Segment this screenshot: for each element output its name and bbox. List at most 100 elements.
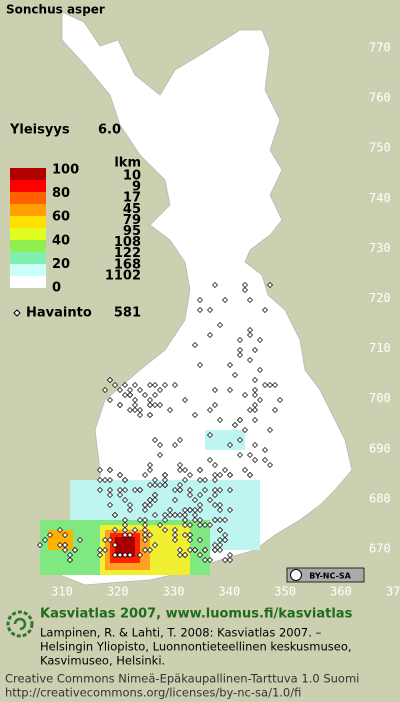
observation-marker (182, 532, 188, 538)
count-label: 108 (114, 235, 141, 250)
observation-marker (207, 557, 213, 563)
observation-marker (192, 517, 198, 523)
observation-marker (157, 482, 163, 488)
observation-marker (217, 527, 223, 533)
grid-label-y: 710 (369, 341, 391, 355)
observation-count: 581 (114, 306, 141, 321)
observation-marker (192, 412, 198, 418)
observation-marker (182, 477, 188, 483)
observation-marker (157, 402, 163, 408)
count-label: 1102 (105, 268, 141, 283)
observation-marker (147, 462, 153, 468)
observation-marker (117, 387, 123, 393)
observation-marker (227, 507, 233, 513)
observation-marker (142, 472, 148, 478)
observation-marker (177, 467, 183, 473)
observation-marker (162, 512, 168, 518)
observation-marker (132, 407, 138, 413)
observation-marker (237, 417, 243, 423)
observation-marker (187, 472, 193, 478)
grid-label-y: 690 (369, 441, 391, 455)
observation-marker (222, 517, 228, 523)
observation-marker (107, 502, 113, 508)
finland-outline (39, 11, 353, 586)
observation-marker (62, 542, 68, 548)
observation-marker (172, 442, 178, 448)
observation-marker (177, 487, 183, 493)
observation-marker (102, 547, 108, 553)
observation-marker (207, 432, 213, 438)
observation-marker (147, 502, 153, 508)
observation-marker (137, 407, 143, 413)
observation-marker (247, 357, 253, 363)
observation-marker (252, 377, 258, 383)
observation-marker (267, 462, 273, 468)
grid-label-y: 680 (369, 491, 391, 505)
observation-marker (227, 362, 233, 368)
grid-label-y: 720 (369, 291, 391, 305)
observation-marker (202, 547, 208, 553)
observation-marker (252, 442, 258, 448)
observation-marker (97, 487, 103, 493)
observation-marker (212, 542, 218, 548)
observation-marker (237, 337, 243, 343)
observation-marker (222, 557, 228, 563)
license-line: http://creativecommons.org/licenses/by-n… (5, 686, 301, 700)
observation-marker (212, 462, 218, 468)
observation-marker (117, 472, 123, 478)
scale-label: 100 (52, 163, 79, 178)
observation-marker (257, 397, 263, 403)
count-label: 9 (132, 180, 141, 195)
observation-marker (217, 322, 223, 328)
observation-marker (162, 517, 168, 523)
observation-marker (127, 532, 133, 538)
observation-marker (212, 477, 218, 483)
observation-marker (222, 297, 228, 303)
observation-marker (42, 537, 48, 543)
citation-line: Kasvimuseo, Helsinki. (40, 654, 165, 668)
observation-marker (252, 347, 258, 353)
observation-marker (262, 447, 268, 453)
observation-marker (77, 537, 83, 543)
count-label: 45 (123, 202, 141, 217)
observation-marker (167, 507, 173, 513)
license-badge-box (286, 567, 365, 583)
observation-marker (127, 507, 133, 513)
grid-label-y: 750 (369, 141, 391, 155)
observation-marker (207, 522, 213, 528)
scale-label: 40 (52, 233, 70, 248)
observation-marker (122, 532, 128, 538)
observation-marker (102, 537, 108, 543)
observation-marker (152, 437, 158, 443)
observation-marker (232, 422, 238, 428)
observation-marker (102, 387, 108, 393)
observation-marker (152, 542, 158, 548)
observation-markers (37, 282, 283, 563)
observation-marker (127, 392, 133, 398)
legend-swatch (10, 228, 46, 240)
observation-marker (102, 477, 108, 483)
observation-marker (142, 507, 148, 513)
observation-marker (252, 457, 258, 463)
observation-marker (147, 402, 153, 408)
observation-marker (172, 382, 178, 388)
observation-marker (147, 382, 153, 388)
observation-marker (122, 522, 128, 528)
observation-marker (237, 437, 243, 443)
observation-marker (252, 407, 258, 413)
observation-marker (202, 477, 208, 483)
observation-marker (177, 552, 183, 558)
cc-icon (290, 569, 302, 581)
observation-marker (162, 527, 168, 533)
observation-marker (147, 482, 153, 488)
observation-marker (197, 502, 203, 508)
observation-marker (252, 417, 258, 423)
count-header: lkm (114, 156, 141, 171)
observation-marker (217, 472, 223, 478)
observation-marker (137, 487, 143, 493)
observation-marker (187, 507, 193, 513)
observation-marker (107, 492, 113, 498)
observation-marker (157, 387, 163, 393)
observation-marker (127, 407, 133, 413)
observation-marker (117, 402, 123, 408)
